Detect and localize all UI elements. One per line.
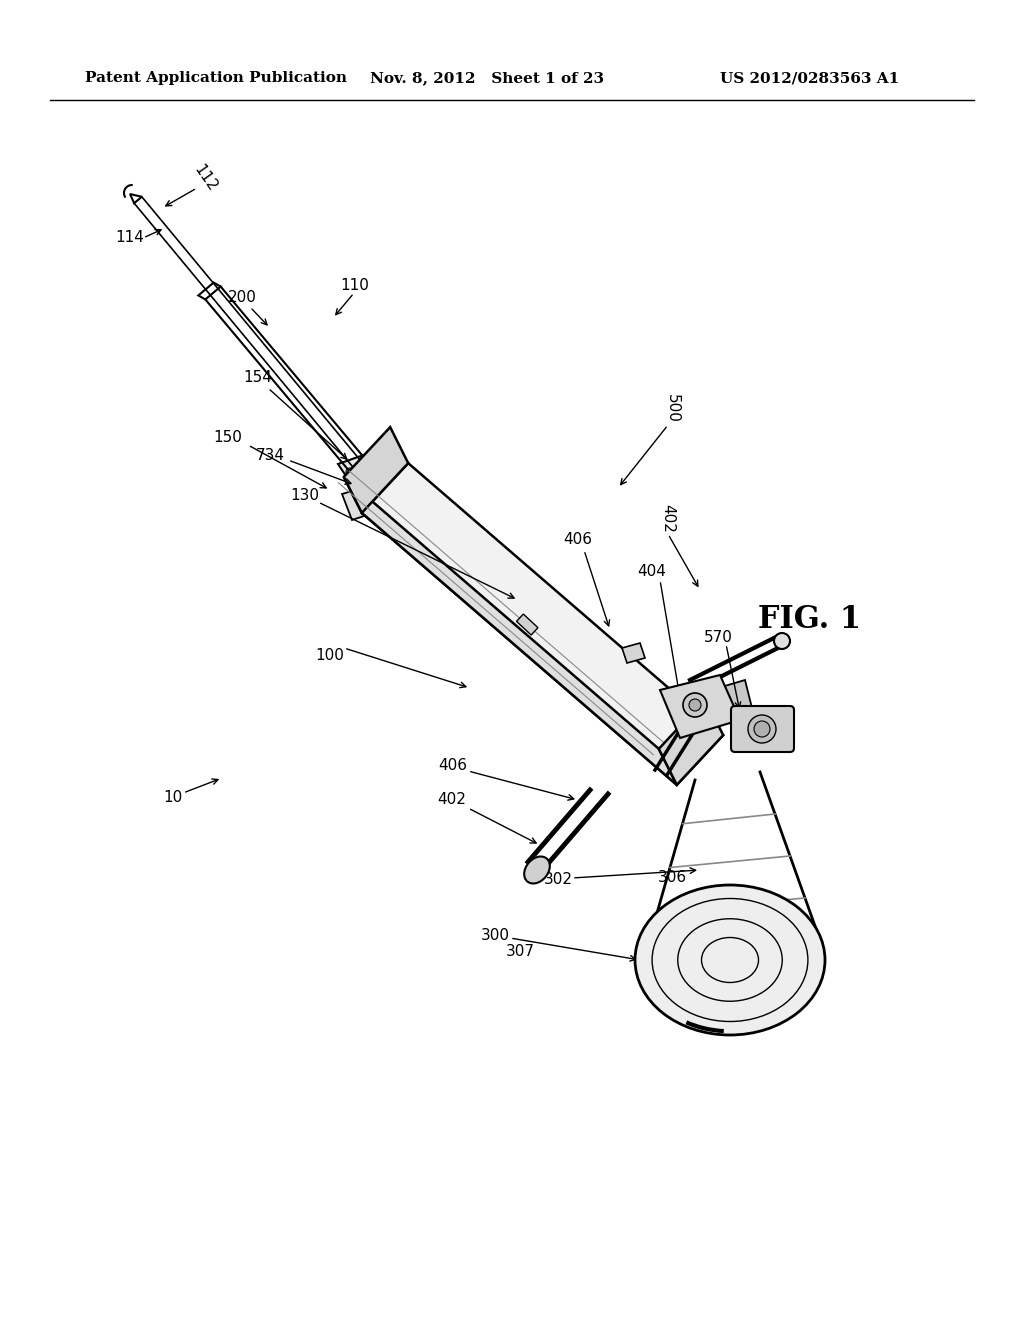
Text: 402: 402 — [437, 792, 467, 808]
Polygon shape — [199, 282, 220, 300]
Text: 200: 200 — [227, 290, 256, 305]
Text: 307: 307 — [506, 945, 535, 960]
Polygon shape — [622, 643, 645, 663]
Text: FIG. 1: FIG. 1 — [759, 605, 861, 635]
Polygon shape — [130, 194, 142, 203]
Text: 100: 100 — [315, 648, 344, 663]
Text: 402: 402 — [660, 503, 676, 532]
Text: 734: 734 — [256, 447, 285, 462]
Text: 500: 500 — [665, 393, 680, 422]
Circle shape — [683, 693, 707, 717]
Text: US 2012/0283563 A1: US 2012/0283563 A1 — [720, 71, 899, 84]
Polygon shape — [344, 428, 409, 513]
Text: 316: 316 — [706, 928, 734, 942]
Text: 306: 306 — [657, 870, 686, 886]
Circle shape — [364, 462, 372, 470]
Text: 300: 300 — [480, 928, 510, 942]
Ellipse shape — [635, 884, 825, 1035]
Circle shape — [346, 469, 354, 477]
Text: 406: 406 — [438, 758, 468, 772]
Text: 380: 380 — [653, 942, 683, 957]
Text: 112: 112 — [190, 162, 219, 194]
Text: 404: 404 — [638, 565, 667, 579]
Polygon shape — [342, 484, 382, 520]
Text: 570: 570 — [703, 631, 732, 645]
Polygon shape — [338, 450, 398, 494]
Polygon shape — [516, 614, 538, 635]
Ellipse shape — [524, 857, 550, 883]
Text: 110: 110 — [341, 277, 370, 293]
Polygon shape — [361, 463, 723, 785]
Circle shape — [689, 700, 701, 711]
Text: 406: 406 — [563, 532, 593, 548]
Polygon shape — [660, 675, 740, 738]
Polygon shape — [718, 680, 752, 715]
Text: 154: 154 — [244, 371, 272, 385]
Text: 114: 114 — [116, 231, 144, 246]
Text: 302: 302 — [544, 873, 572, 887]
Text: 130: 130 — [291, 487, 319, 503]
Circle shape — [748, 715, 776, 743]
Polygon shape — [658, 700, 723, 785]
Text: 150: 150 — [214, 430, 243, 446]
FancyBboxPatch shape — [731, 706, 794, 752]
Text: 10: 10 — [164, 791, 182, 805]
Text: Patent Application Publication: Patent Application Publication — [85, 71, 347, 84]
Circle shape — [774, 634, 790, 649]
Text: Nov. 8, 2012   Sheet 1 of 23: Nov. 8, 2012 Sheet 1 of 23 — [370, 71, 604, 84]
Circle shape — [754, 721, 770, 737]
Polygon shape — [344, 477, 677, 785]
